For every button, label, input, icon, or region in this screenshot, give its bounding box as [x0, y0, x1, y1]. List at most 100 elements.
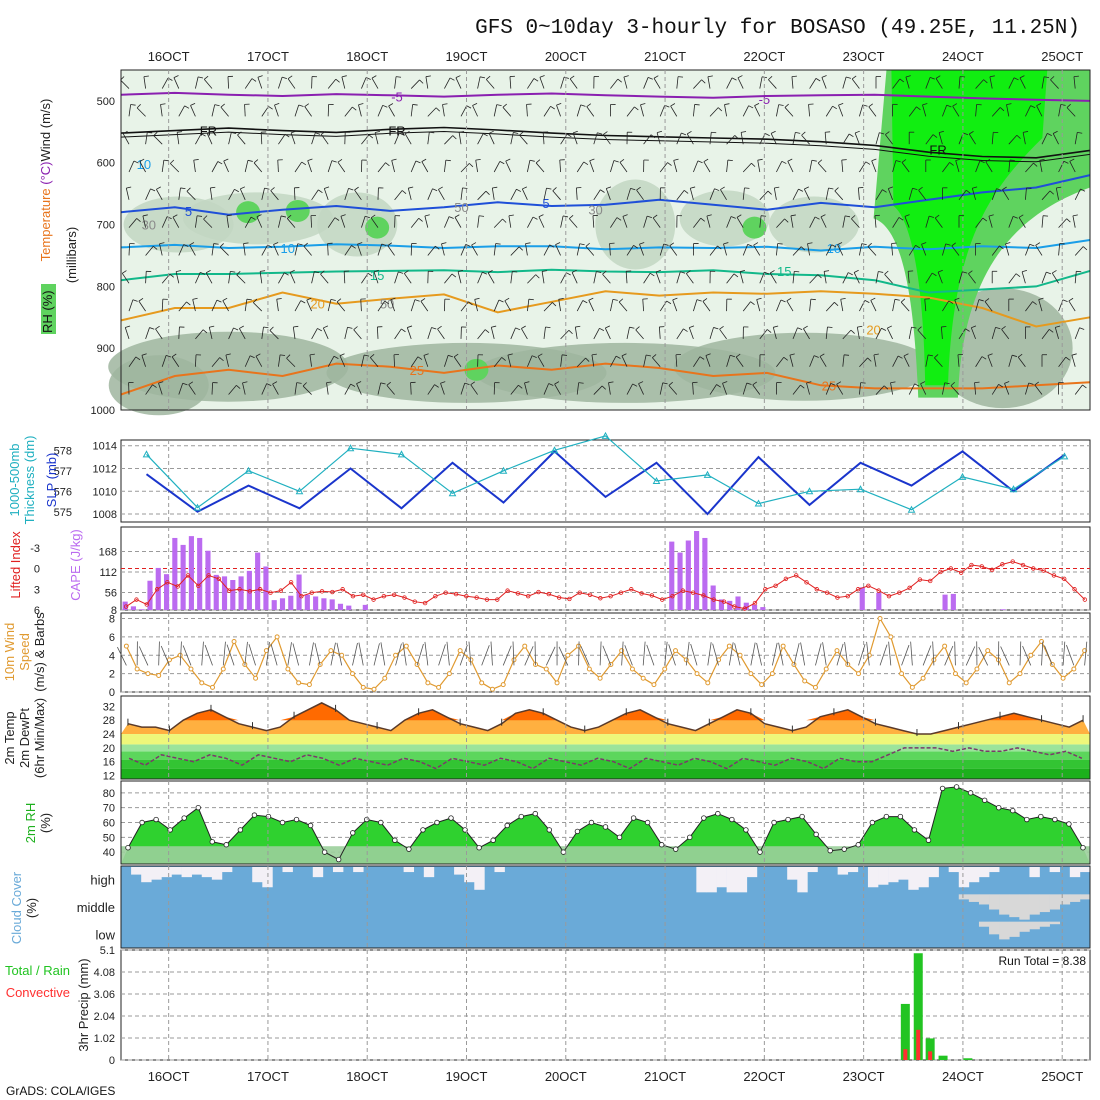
- wind-barb-flag: [746, 382, 752, 385]
- rh-point: [1024, 816, 1030, 823]
- wind-barb-flag: [756, 297, 762, 300]
- wind-barb: [128, 243, 131, 256]
- wind-barb: [407, 188, 412, 200]
- wind-barb: [427, 132, 430, 145]
- wind-barb: [900, 301, 910, 312]
- wind-barb: [772, 327, 777, 340]
- wind-barb-flag: [1030, 105, 1036, 109]
- wind10-point: [123, 643, 129, 649]
- wind-barb-flag: [996, 188, 1002, 191]
- cape-bar: [213, 574, 219, 610]
- rh-point: [658, 842, 665, 848]
- wind-barb-flag: [1047, 133, 1052, 136]
- wind-barb-flag: [404, 270, 409, 274]
- wind-barb-flag: [920, 381, 926, 385]
- wind-barb-flag: [320, 270, 325, 275]
- cloud-high-bar: [918, 867, 929, 888]
- wind-barb: [756, 299, 761, 312]
- wind-barb-flag: [981, 356, 987, 360]
- wind-barb: [228, 189, 235, 201]
- wind10-barb: [844, 641, 849, 666]
- wind-barb: [1054, 327, 1059, 340]
- wind-barb: [875, 271, 879, 284]
- wind-barb: [273, 244, 279, 256]
- wind-barb: [602, 273, 611, 284]
- wind-barb-flag: [386, 381, 391, 386]
- li-point: [639, 591, 644, 596]
- cloud-middle-bar: [1049, 894, 1061, 910]
- wind-barb-flag: [734, 135, 739, 140]
- wind-barb-flag: [639, 242, 645, 245]
- wind-barb-flag: [1077, 131, 1083, 134]
- wind-barb: [722, 383, 727, 395]
- precip-tick: 4.08: [94, 967, 115, 979]
- wind-barb-flag: [399, 132, 405, 136]
- li-point: [227, 588, 232, 593]
- wind-barb-flag: [1013, 77, 1019, 81]
- wind10-barb: [468, 641, 472, 666]
- wind-barb-flag: [150, 188, 156, 192]
- top-x-tick: 23OCT: [843, 49, 885, 64]
- wind10-barb: [822, 642, 827, 666]
- wind-barb: [859, 357, 868, 368]
- wind-barb: [327, 243, 329, 256]
- rh-point: [1066, 821, 1072, 827]
- wind-barb: [559, 160, 561, 173]
- wind-barb: [925, 354, 929, 367]
- ylabel-wind: Wind: [38, 128, 53, 161]
- wind10-point: [812, 684, 818, 690]
- wind-barb: [209, 187, 213, 200]
- slp-tick: 1012: [93, 463, 117, 475]
- cape-bar: [147, 580, 153, 610]
- wind-barb: [759, 215, 762, 228]
- wind-barb-flag: [499, 161, 505, 165]
- wind-barb-flag: [748, 105, 754, 109]
- rh-point: [560, 849, 567, 855]
- wind-barb-flag: [754, 103, 760, 106]
- wind-barb: [261, 188, 265, 200]
- cape-bar: [288, 595, 294, 610]
- wind-barb-flag: [650, 134, 656, 139]
- wind-barb: [373, 271, 379, 284]
- wind-barb: [406, 327, 412, 340]
- wind-barb: [625, 271, 628, 284]
- wind-barb-flag: [1055, 325, 1061, 328]
- bottom-x-tick: 25OCT: [1041, 1069, 1083, 1084]
- wind-barb: [809, 299, 812, 312]
- wind-barb: [709, 384, 717, 395]
- cloud-axis-label-line: Cloud Cover: [9, 871, 24, 944]
- wind-barb: [1066, 107, 1076, 117]
- wind-barb: [136, 107, 146, 117]
- wind-barb: [560, 76, 565, 89]
- wind-barb-flag: [1012, 216, 1018, 219]
- wind-barb: [124, 327, 130, 340]
- wind-barb-flag: [1016, 134, 1021, 139]
- wind-barb: [427, 188, 433, 200]
- wind-barb: [610, 355, 617, 367]
- wind10-point: [1060, 675, 1066, 681]
- wind-barb: [942, 162, 950, 173]
- wind-barb-flag: [767, 190, 772, 195]
- wind-barb-flag: [1052, 270, 1057, 274]
- wind-barb-flag: [916, 106, 921, 111]
- wind-barb-flag: [596, 271, 602, 273]
- wind-barb-flag: [563, 215, 569, 218]
- wind10-barb: [226, 644, 235, 666]
- wind-barb: [887, 188, 893, 200]
- wind-barb-flag: [707, 75, 713, 78]
- thickness-point: [244, 466, 253, 474]
- wind10-point: [285, 666, 291, 672]
- wind-barb-flag: [717, 107, 723, 112]
- wind-barb-flag: [1056, 186, 1062, 189]
- wind-barb-flag: [1004, 381, 1010, 384]
- cape-axis-label-line: CAPE (J/kg): [68, 529, 83, 601]
- wind-barb: [692, 382, 694, 395]
- wind-barb-flag: [423, 353, 429, 356]
- wind-barb: [770, 133, 777, 145]
- wind10-point: [1071, 666, 1077, 672]
- rh-point: [251, 812, 258, 818]
- wind-barb: [759, 271, 765, 284]
- wind-barb-flag: [900, 298, 906, 303]
- wind-barb: [809, 355, 815, 367]
